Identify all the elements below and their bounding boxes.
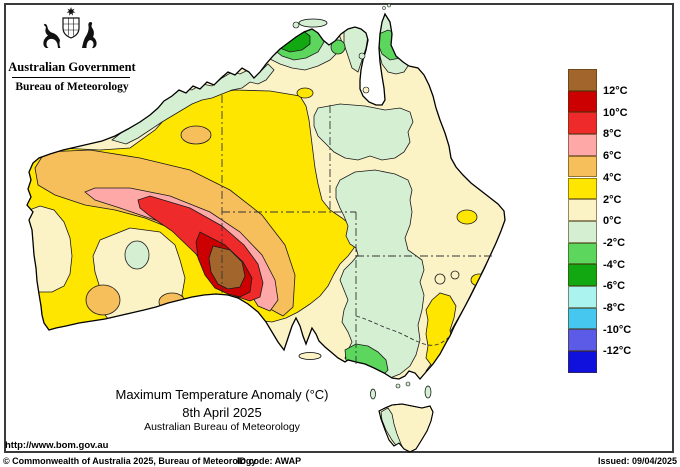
crest-shield-pattern xyxy=(63,18,79,36)
crest-emu-icon xyxy=(82,22,97,49)
island-groote xyxy=(358,52,366,60)
legend-label-neg2: -2°C xyxy=(603,236,626,249)
australian-coat-of-arms-icon xyxy=(43,7,97,49)
region-palegreen-gulfcountry xyxy=(313,103,414,161)
copyright-text: © Commonwealth of Australia 2025, Bureau… xyxy=(3,456,257,466)
legend-swatch-2-4 xyxy=(568,177,597,200)
gov-title: Australian Government xyxy=(8,60,136,74)
legend-label-neg6: -6°C xyxy=(603,280,626,293)
region-palegreen-swa-oval xyxy=(124,240,150,270)
legend-label-10: 10°C xyxy=(603,106,628,119)
issued-date: Issued: 09/04/2025 xyxy=(597,456,677,466)
crest-kangaroo-icon xyxy=(43,23,61,48)
island-king xyxy=(370,388,376,400)
island-flinders xyxy=(424,385,432,399)
legend-label-6: 6°C xyxy=(603,150,622,163)
islet-torres2 xyxy=(387,3,391,8)
legend-label-2: 2°C xyxy=(603,193,622,206)
border-nsw-vic xyxy=(355,315,451,346)
crest-shield-icon xyxy=(62,17,80,39)
islet-bass1 xyxy=(395,383,401,389)
map-title: Maximum Temperature Anomaly (°C) xyxy=(115,387,329,402)
region-palegreen-pilbara-spot xyxy=(122,97,154,115)
region-cream-ring1 xyxy=(434,273,446,285)
legend-swatch-10-12 xyxy=(568,90,597,113)
anomaly-regions xyxy=(27,14,490,379)
legend-swatch-8-10 xyxy=(568,112,597,135)
legend-swatch-6-8 xyxy=(568,134,597,156)
island-kangaroo xyxy=(298,352,322,360)
header-divider xyxy=(12,77,130,78)
region-yellow-qld-spot xyxy=(456,209,478,225)
legend-swatch-neg2-0 xyxy=(568,220,597,243)
legend-swatch-neg4-2 xyxy=(568,242,597,265)
bom-url: http://www.bom.gov.au xyxy=(5,440,109,451)
legend-label-neg8: -8°C xyxy=(603,302,626,314)
legend-swatch-neg12minus xyxy=(568,351,597,373)
legend-label-12: 12°C xyxy=(603,85,628,97)
legend-label-neg12: -12°C xyxy=(603,345,632,358)
legend-label-neg10: -10°C xyxy=(603,323,632,336)
region-pink-swa-spot xyxy=(139,309,167,327)
region-orange-swa-spot1 xyxy=(85,284,121,316)
legend-swatch-12plus xyxy=(568,69,597,91)
island-melville xyxy=(298,18,328,28)
islet-torres1 xyxy=(382,6,386,10)
map-date: 8th April 2025 xyxy=(182,405,262,420)
region-cream-ring2 xyxy=(450,270,460,280)
legend-label-8: 8°C xyxy=(603,128,622,141)
legend-label-4: 4°C xyxy=(603,171,622,184)
tasmania-coastline xyxy=(378,403,434,453)
tasmania-and-islands xyxy=(292,3,434,453)
region-green-arnhem-spot xyxy=(330,39,346,55)
region-brown-core xyxy=(208,245,246,290)
legend-swatch-neg6-4 xyxy=(568,264,597,286)
region-palegreen-esperance xyxy=(83,324,105,336)
island-mornington xyxy=(362,86,370,94)
legend-label-neg4: -4°C xyxy=(603,258,626,271)
islet-bass2 xyxy=(405,381,411,387)
legend-swatch-neg10-8 xyxy=(568,307,597,330)
legend-label-0: 0°C xyxy=(603,215,622,228)
map-source: Australian Bureau of Meteorology xyxy=(144,421,300,433)
map-frame xyxy=(4,3,674,453)
crest-star-icon xyxy=(66,7,76,16)
legend-swatch-neg8-6 xyxy=(568,286,597,308)
state-borders xyxy=(221,95,494,366)
legend-swatch-neg12-10 xyxy=(568,329,597,352)
legend-swatch-4-6 xyxy=(568,155,597,178)
region-orange-nt-spot xyxy=(180,125,212,145)
bureau-title: Bureau of Meteorology xyxy=(15,81,129,93)
region-yellow-nt-spot xyxy=(296,87,314,99)
id-code: ID code: AWAP xyxy=(237,456,302,466)
island-bathurst xyxy=(292,21,300,29)
mainland-coastline xyxy=(26,12,506,381)
legend-swatch-0-2 xyxy=(568,199,597,221)
